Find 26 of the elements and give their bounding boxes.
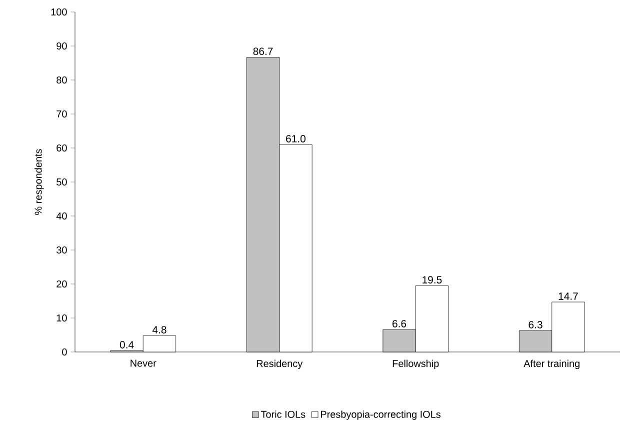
y-tick-label: 30 bbox=[56, 246, 67, 254]
y-tick-label: 60 bbox=[56, 144, 67, 152]
y-tick-label: 0 bbox=[62, 348, 67, 356]
y-tick-label: 10 bbox=[56, 314, 67, 322]
y-tick-label: 50 bbox=[56, 178, 67, 186]
legend-label: Toric IOLs bbox=[260, 410, 306, 418]
y-tick-label: 20 bbox=[56, 280, 67, 288]
y-tick-label: 40 bbox=[56, 212, 67, 220]
x-tick-label: Fellowship bbox=[392, 360, 439, 369]
y-tick-label: 80 bbox=[56, 76, 67, 84]
y-axis-title: % respondents bbox=[34, 149, 44, 215]
legend-label: Presbyopia-correcting IOLs bbox=[321, 410, 441, 420]
data-label: 6.6 bbox=[392, 320, 406, 328]
data-label: 19.5 bbox=[422, 276, 442, 284]
y-tick-label: 100 bbox=[51, 8, 67, 16]
data-label: 86.7 bbox=[253, 47, 273, 55]
y-tick-label: 90 bbox=[56, 42, 67, 50]
data-label: 4.8 bbox=[152, 326, 166, 334]
data-label: 61.0 bbox=[286, 134, 306, 142]
y-tick-label: 70 bbox=[56, 110, 67, 118]
x-tick-label: Never bbox=[130, 360, 156, 367]
data-label: 6.3 bbox=[528, 320, 542, 328]
x-tick-label: After training bbox=[524, 360, 580, 369]
data-label: 0.4 bbox=[120, 340, 134, 348]
x-tick-label: Residency bbox=[256, 360, 303, 369]
data-label: 14.7 bbox=[558, 292, 578, 300]
